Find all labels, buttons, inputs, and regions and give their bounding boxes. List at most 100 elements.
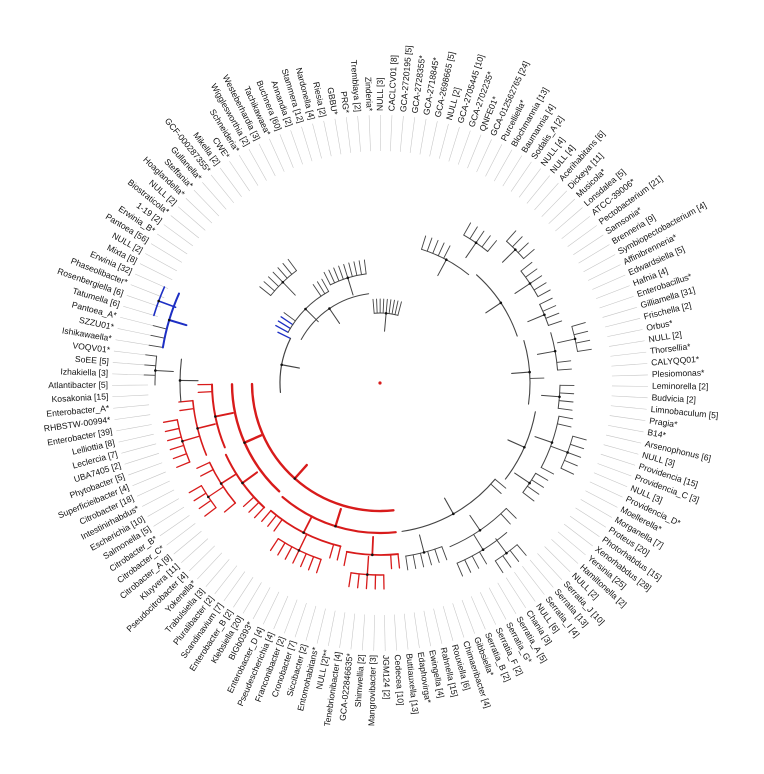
leaf-guide-line [399, 115, 404, 152]
leaf-guide-line [442, 606, 454, 641]
leaf-guide-line [557, 531, 586, 556]
leaf-guide-line [602, 306, 638, 318]
leaf-guide-line [114, 414, 151, 420]
clade-stem [507, 439, 525, 448]
terminal-branch [556, 423, 572, 428]
clade-stem [527, 314, 545, 323]
leaf-guide-line [334, 118, 342, 155]
terminal-branch [481, 235, 491, 248]
node-marker [157, 299, 160, 303]
node-marker [297, 549, 301, 552]
terminal-branch [427, 550, 432, 566]
node-marker [445, 258, 448, 262]
terminal-branch [419, 552, 425, 568]
node-marker [334, 524, 337, 528]
leaf-guide-line [563, 523, 593, 547]
terminal-branch [569, 443, 585, 450]
clade-stem [557, 338, 576, 344]
clade-stem [196, 423, 216, 430]
node-marker [281, 280, 285, 284]
terminal-branch [248, 501, 260, 513]
leaf-guide-line [112, 394, 149, 398]
terminal-branch [506, 230, 517, 242]
clade-stem [293, 463, 308, 480]
clade-arc [250, 382, 395, 513]
clade-stem [207, 486, 224, 498]
terminal-branch [426, 237, 433, 252]
leaf-guide-line [419, 118, 427, 155]
leaf-guide-line [116, 424, 152, 432]
node-marker [328, 307, 331, 310]
node-marker [302, 531, 305, 534]
terminal-branch [443, 245, 451, 259]
terminal-branch [253, 506, 265, 519]
terminal-branch [560, 467, 575, 475]
leaf-guide-line [132, 471, 166, 486]
leaf-guide-line [611, 363, 648, 367]
leaf-guide-line [488, 587, 507, 620]
clade-stem [511, 371, 531, 374]
terminal-branch [348, 262, 353, 277]
clade-stem [384, 312, 387, 332]
clade-stem [469, 514, 481, 531]
terminal-branch [382, 298, 385, 314]
leaf-label: Shimwellia [2] [353, 654, 366, 708]
leaf-guide-line [476, 139, 492, 173]
terminal-branch [287, 258, 297, 272]
leaf-guide-line [394, 614, 397, 651]
terminal-branch [391, 299, 395, 315]
node-marker [528, 481, 531, 485]
terminal-branch [282, 262, 293, 275]
leaf-guide-line [544, 546, 571, 573]
leaf-guide-line [611, 374, 648, 377]
terminal-branch [575, 339, 591, 344]
terminal-branch [558, 415, 574, 420]
clade-stem [328, 308, 341, 324]
leaf-guide-line [142, 489, 175, 507]
terminal-branch [523, 248, 535, 260]
terminal-branch [259, 286, 272, 296]
terminal-branch [242, 496, 255, 508]
leaf-guide-line [569, 515, 600, 537]
terminal-branch [223, 502, 236, 513]
terminal-branch [577, 348, 592, 352]
node-marker [422, 551, 426, 554]
leaf-guide-line [429, 121, 438, 157]
leaf-guide-line [605, 318, 641, 328]
leaf-guide-line [157, 233, 188, 255]
leaf-guide-line [573, 234, 604, 255]
terminal-branch [144, 364, 157, 367]
leaf-guide-line [290, 130, 303, 165]
node-marker [241, 481, 244, 485]
terminal-branch [388, 299, 392, 315]
terminal-branch [323, 271, 331, 286]
leaf-guide-line [181, 538, 209, 563]
clade-stem [241, 471, 259, 484]
leaf-guide-line [210, 174, 234, 204]
leaf-guide-line [147, 498, 179, 517]
leaf-labels: Atlantibacter [5]Kosakonia [15]Enterobac… [43, 45, 719, 727]
clade-stem [282, 281, 296, 296]
leaf-guide-line [585, 490, 618, 508]
leaf-label: Thorsellia* [650, 341, 692, 356]
leaf-guide-line [117, 328, 153, 337]
terminal-branch [535, 472, 549, 481]
terminal-branch [502, 555, 512, 568]
leaf-guide-line [327, 610, 336, 647]
terminal-branch [179, 408, 195, 412]
leaf-guide-line [439, 123, 449, 159]
leaf-label: CACLCV01 [8] [386, 55, 399, 112]
leaf-guide-line [599, 296, 634, 309]
leaf-guide-line [150, 243, 182, 263]
terminal-branch [441, 546, 448, 561]
leaf-guide-line [197, 552, 223, 580]
leaf-guide-line [123, 305, 158, 317]
terminal-branch [469, 226, 478, 240]
leaf-guide-line [262, 591, 280, 625]
leaf-guide-line [339, 612, 346, 648]
terminal-branch [164, 427, 180, 433]
leaf-guide-line [188, 545, 215, 572]
leaf-guide-line [603, 444, 639, 455]
leaf-guide-line [121, 443, 157, 454]
